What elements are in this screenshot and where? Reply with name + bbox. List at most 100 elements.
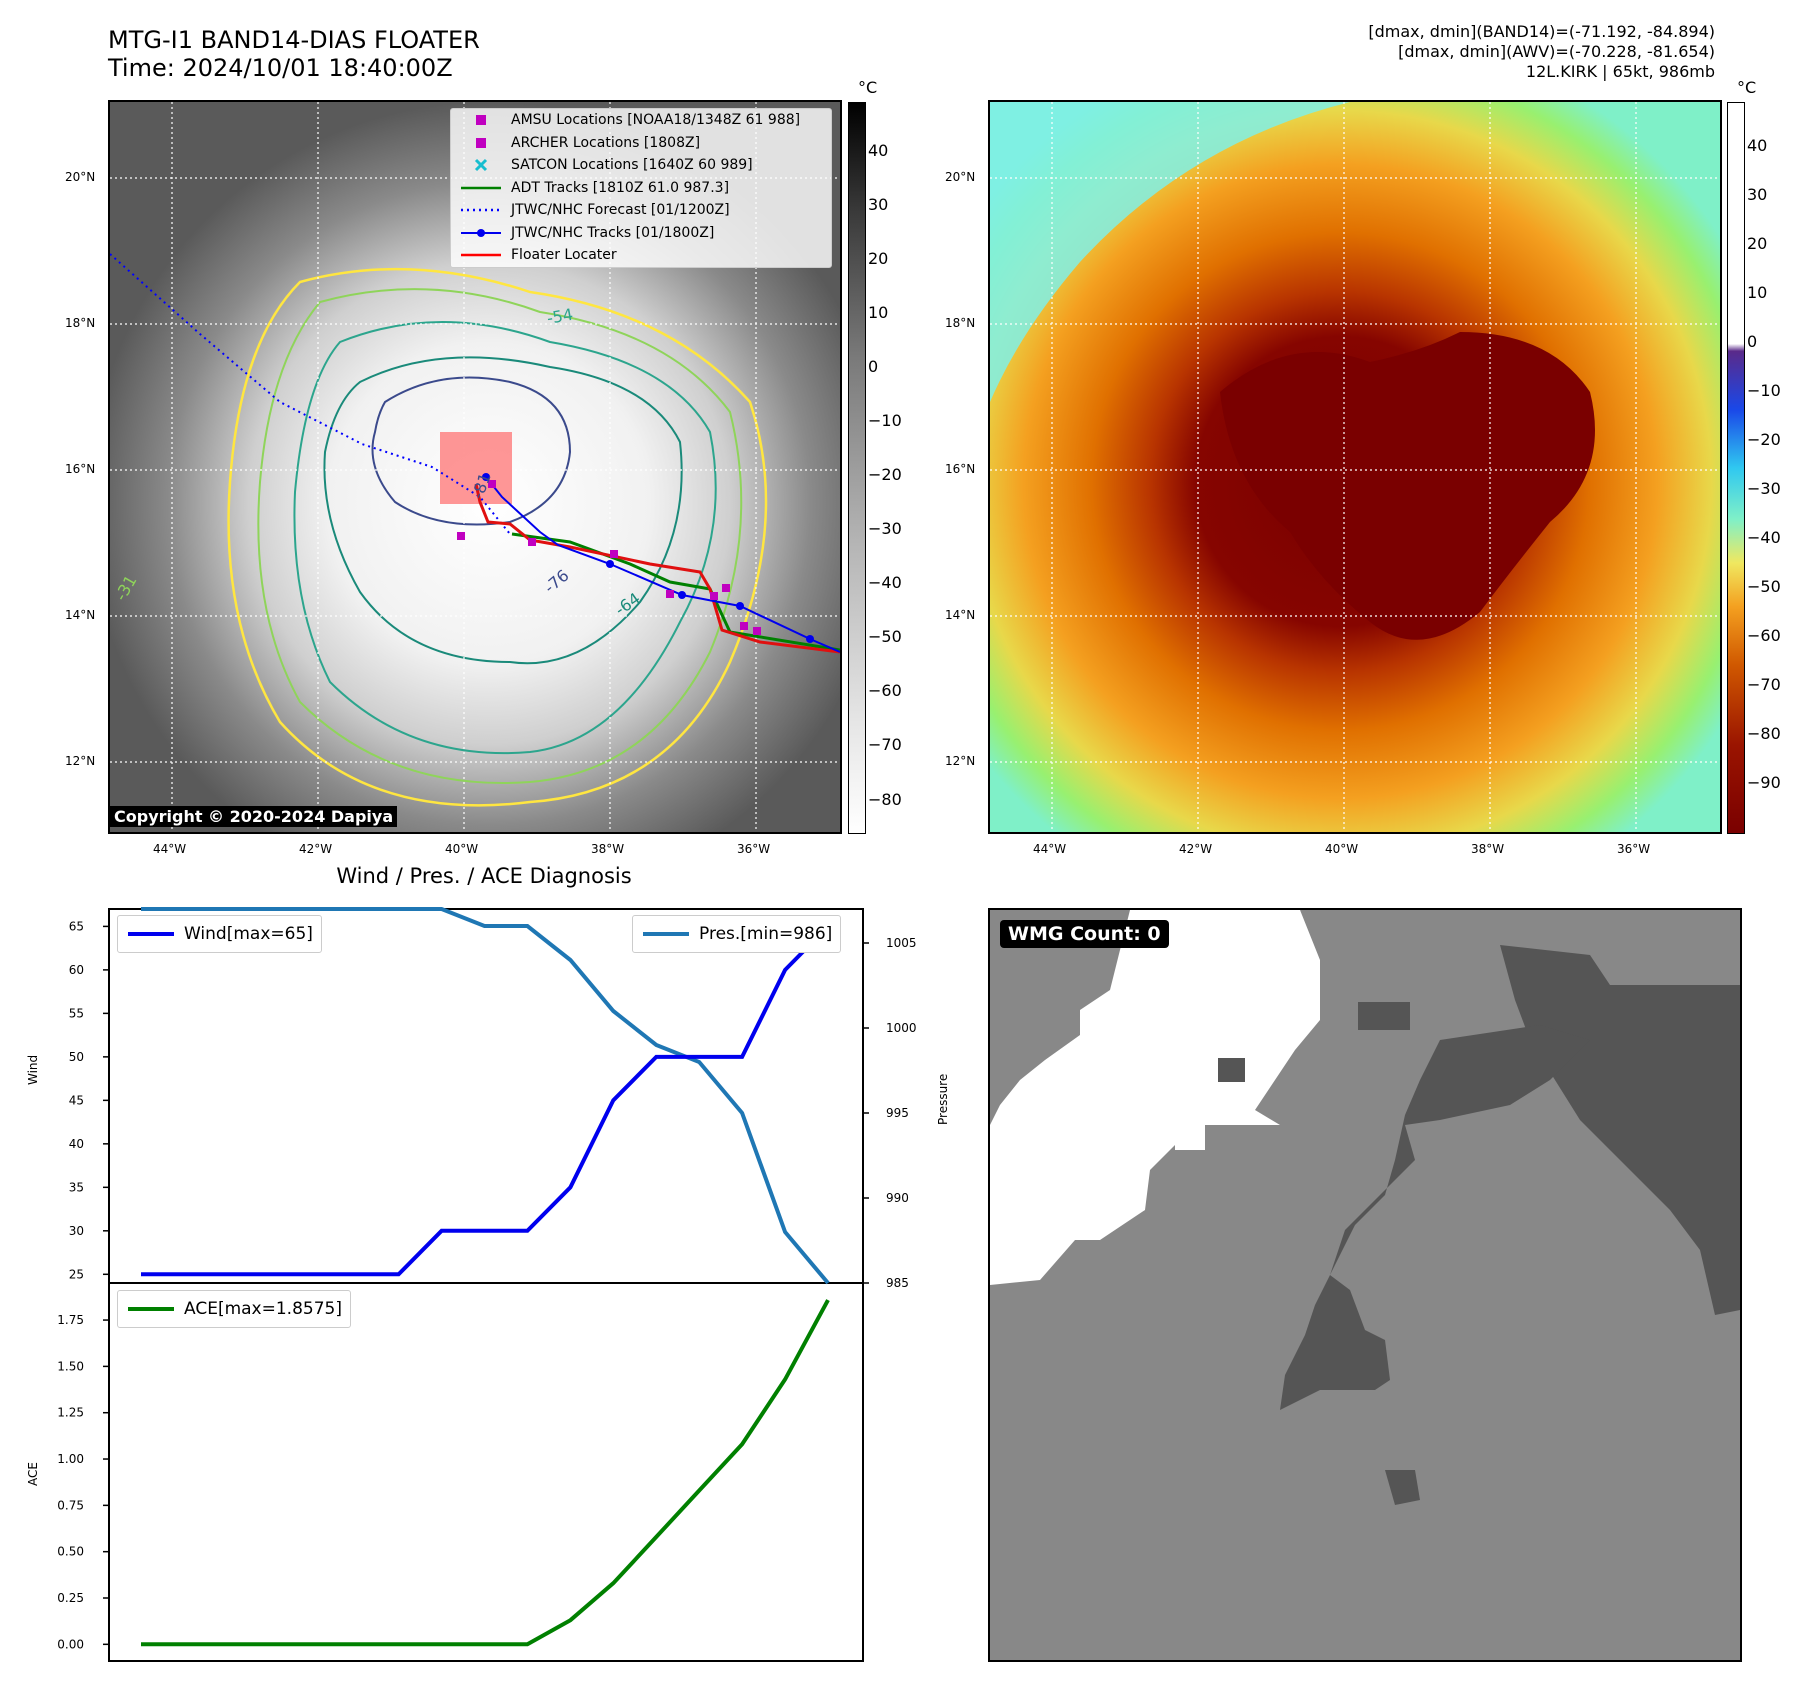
lon-label: 42°W	[299, 842, 333, 856]
legend-row-jtwc: JTWC/NHC Tracks [01/1800Z]	[451, 222, 831, 245]
awv-gridlines	[990, 102, 1720, 832]
lon-label: 40°W	[445, 842, 479, 856]
colorbar-tick: 10	[868, 302, 889, 322]
colorbar-tick: 40	[868, 140, 889, 160]
axis-tick-label: 1.75	[57, 1313, 84, 1327]
colorbar-tick: 0	[1747, 332, 1758, 352]
lat-label: 20°N	[945, 170, 976, 184]
lat-label: 14°N	[65, 608, 96, 622]
axis-tick-label: 55	[69, 1006, 84, 1020]
dotted-line-icon	[461, 209, 501, 212]
colorbar-tick: −70	[1747, 675, 1781, 695]
legend-label: JTWC/NHC Tracks [01/1800Z]	[511, 224, 715, 241]
colorbar-tick: −50	[868, 627, 902, 647]
legend-row-archer: ARCHER Locations [1808Z]	[451, 132, 831, 155]
ir-colorbar-unit: °C	[858, 78, 878, 97]
ace-ticks: 1.75 1.50 1.25 1.00 0.75 0.50 0.25 0.00	[57, 1313, 109, 1651]
lat-label: 18°N	[945, 316, 976, 330]
legend-row-adt: ADT Tracks [1810Z 61.0 987.3]	[451, 177, 831, 200]
ir-legend: AMSU Locations [NOAA18/1348Z 61 988] ARC…	[450, 108, 832, 268]
info-line1: [dmax, dmin](BAND14)=(-71.192, -84.894)	[1368, 22, 1715, 41]
ace-plot-frame	[108, 1282, 864, 1662]
forecast-track	[110, 253, 511, 535]
axis-tick-label: 990	[886, 1191, 909, 1205]
square-icon	[476, 115, 486, 126]
colorbar-tick: −40	[868, 573, 902, 593]
colorbar-tick: 0	[868, 356, 879, 376]
contour-yellow	[227, 267, 768, 807]
wind-legend-label: Wind[max=65]	[184, 924, 313, 944]
colorbar-tick: 30	[1747, 185, 1768, 205]
ir-colorbar	[848, 102, 866, 834]
axis-tick-label: 50	[69, 1050, 84, 1064]
colorbar-tick: −10	[868, 411, 902, 431]
green-line-icon	[128, 1307, 174, 1311]
legend-label: JTWC/NHC Forecast [01/1200Z]	[511, 202, 730, 219]
lat-label: 20°N	[65, 170, 96, 184]
lon-label: 44°W	[153, 842, 187, 856]
pressure-ticks: 1005 1000 995 990 985	[863, 936, 917, 1290]
wmg-panel	[988, 908, 1742, 1662]
wind-ticks: 65 60 55 50 45 40 35 30 25	[69, 919, 109, 1281]
lon-label: 38°W	[1471, 842, 1505, 856]
axis-tick-label: 1.50	[57, 1359, 84, 1373]
lon-label: 42°W	[1179, 842, 1213, 856]
wmg-white-region-b	[1135, 910, 1320, 1150]
wind-plot-frame	[108, 908, 864, 1284]
axis-tick-label: 60	[69, 963, 84, 977]
awv-core	[1220, 332, 1595, 640]
legend-label: SATCON Locations [1640Z 60 989]	[511, 157, 753, 174]
pressure-series-line	[141, 907, 830, 1285]
axis-tick-label: 0.25	[57, 1591, 84, 1605]
colorbar-tick: −30	[1747, 479, 1781, 499]
info-line3: 12L.KIRK | 65kt, 986mb	[1525, 62, 1715, 81]
legend-row-amsu: AMSU Locations [NOAA18/1348Z 61 988]	[451, 109, 831, 132]
awv-colorbar-unit: °C	[1737, 78, 1757, 97]
amsu-points	[457, 480, 761, 635]
legend-label: Floater Locater	[511, 247, 617, 264]
awv-colorbar	[1727, 102, 1745, 834]
lat-label: 12°N	[65, 754, 96, 768]
lightblue-line-icon	[643, 932, 689, 936]
legend-label: ADT Tracks [1810Z 61.0 987.3]	[511, 179, 730, 196]
legend-row-floater: Floater Locater	[451, 244, 831, 267]
legend-row-forecast: JTWC/NHC Forecast [01/1200Z]	[451, 199, 831, 222]
axis-tick-label: 1005	[886, 936, 917, 950]
wmg-dark-spot-b	[1358, 1002, 1410, 1030]
axis-tick-label: 0.50	[57, 1545, 84, 1559]
colorbar-tick: −40	[1747, 528, 1781, 548]
colorbar-tick: −30	[868, 519, 902, 539]
wmg-dark-spot-c	[1385, 1470, 1420, 1505]
pressure-legend-label: Pres.[min=986]	[699, 924, 833, 944]
axis-tick-label: 1.00	[57, 1452, 84, 1466]
diagnosis-title: Wind / Pres. / ACE Diagnosis	[336, 864, 632, 888]
wmg-dark-spot-a	[1218, 1058, 1245, 1082]
lat-label: 16°N	[945, 462, 976, 476]
colorbar-tick: −80	[1747, 724, 1781, 743]
colorbar-tick: −50	[1747, 577, 1781, 597]
axis-tick-label: 45	[69, 1093, 84, 1107]
colorbar-tick: −60	[868, 681, 902, 701]
axis-tick-label: 65	[69, 919, 84, 933]
x-mark-icon	[474, 159, 488, 172]
info-block: [dmax, dmin](BAND14)=(-71.192, -84.894)[…	[1368, 22, 1715, 82]
colorbar-tick: −20	[868, 465, 902, 485]
wind-series-line	[141, 924, 830, 1277]
legend-label: ARCHER Locations [1808Z]	[511, 134, 701, 151]
line-icon	[461, 186, 501, 189]
colorbar-tick: −70	[868, 735, 902, 755]
contour-darkteal	[323, 356, 683, 665]
colorbar-tick: −20	[1747, 430, 1781, 450]
axis-tick-label: 0.75	[57, 1498, 84, 1512]
wind-legend: Wind[max=65]	[117, 915, 322, 953]
wmg-image	[990, 910, 1740, 1660]
ir-map-panel: -81 -76 -64 -54 -31 AMSU Locations [NOAA…	[108, 100, 842, 834]
square-icon	[476, 137, 486, 148]
lat-label: 16°N	[65, 462, 96, 476]
contour-lightgreen	[257, 288, 743, 784]
lon-label: 36°W	[737, 842, 771, 856]
wmg-count-badge: WMG Count: 0	[1000, 920, 1169, 948]
contour-teal	[293, 321, 717, 755]
axis-tick-label: 995	[886, 1106, 909, 1120]
axis-tick-label: 1.25	[57, 1406, 84, 1420]
